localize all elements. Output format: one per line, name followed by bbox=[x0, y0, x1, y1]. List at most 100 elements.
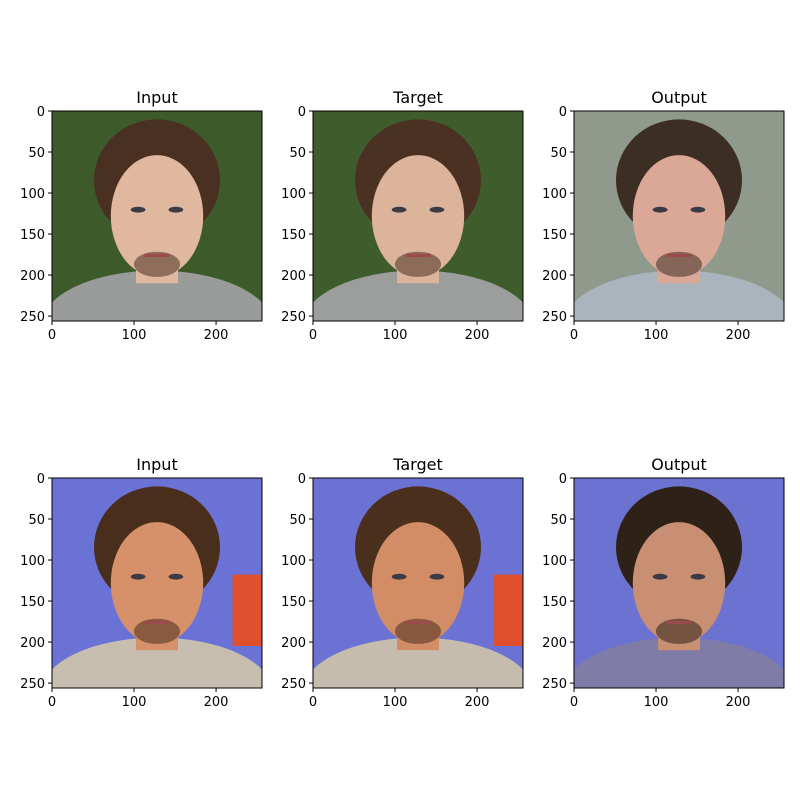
right-eye-shape bbox=[168, 206, 184, 213]
y-tick-label: 250 bbox=[542, 677, 567, 692]
beard-shape bbox=[655, 618, 703, 644]
y-tick-label: 200 bbox=[20, 636, 45, 651]
x-tick-label: 0 bbox=[48, 328, 56, 343]
y-tick-label: 150 bbox=[281, 228, 306, 243]
y-tick-label: 150 bbox=[542, 595, 567, 610]
x-tick-label: 0 bbox=[309, 695, 317, 710]
panel-3: Output 0 100 200 0 50 100 150 200 250 bbox=[542, 88, 785, 343]
y-tick-label: 200 bbox=[281, 636, 306, 651]
panel-grid: Input 0 100 200 0 50 100 150 200 250 Target 0 100 200… bbox=[20, 88, 785, 710]
mouth-shape bbox=[666, 253, 692, 257]
left-eye-shape bbox=[391, 206, 407, 213]
right-eye-shape bbox=[690, 573, 706, 580]
mouth-shape bbox=[405, 620, 431, 624]
portrait-image bbox=[574, 478, 784, 688]
y-tick-label: 150 bbox=[281, 595, 306, 610]
y-tick-label: 150 bbox=[20, 228, 45, 243]
axes-frame bbox=[573, 477, 785, 689]
portrait-image bbox=[52, 111, 262, 321]
axes-frame bbox=[51, 477, 263, 689]
right-eye-shape bbox=[429, 573, 445, 580]
y-tick-label: 150 bbox=[542, 228, 567, 243]
x-tick-label: 0 bbox=[309, 328, 317, 343]
y-tick-label: 50 bbox=[28, 513, 45, 528]
y-tick-label: 100 bbox=[542, 554, 567, 569]
y-tick-label: 100 bbox=[20, 554, 45, 569]
axes-frame bbox=[573, 110, 785, 322]
face-shape bbox=[632, 522, 726, 644]
beard-shape bbox=[394, 618, 442, 644]
right-eye-shape bbox=[690, 206, 706, 213]
y-tick-label: 100 bbox=[20, 187, 45, 202]
left-eye-shape bbox=[652, 573, 668, 580]
y-tick-label: 100 bbox=[542, 187, 567, 202]
x-tick-label: 100 bbox=[644, 695, 669, 710]
red-backdrop-patch bbox=[232, 574, 262, 646]
beard-shape bbox=[394, 251, 442, 277]
y-tick-label: 200 bbox=[20, 269, 45, 284]
y-tick-label: 0 bbox=[298, 472, 306, 487]
shirt-shape bbox=[574, 270, 784, 321]
y-tick-label: 250 bbox=[542, 310, 567, 325]
y-tick-label: 0 bbox=[37, 472, 45, 487]
y-tick-label: 50 bbox=[289, 146, 306, 161]
left-eye-shape bbox=[130, 206, 146, 213]
shirt-shape bbox=[52, 637, 262, 688]
portrait-image bbox=[313, 478, 523, 688]
face-shape bbox=[371, 155, 465, 277]
x-tick-label: 200 bbox=[465, 328, 490, 343]
axes-frame bbox=[312, 477, 524, 689]
y-tick-label: 50 bbox=[550, 146, 567, 161]
panel-title: Input bbox=[136, 88, 177, 107]
beard-shape bbox=[133, 618, 181, 644]
y-tick-label: 250 bbox=[20, 677, 45, 692]
x-tick-label: 0 bbox=[570, 328, 578, 343]
panel-title: Target bbox=[392, 455, 443, 474]
x-tick-label: 100 bbox=[644, 328, 669, 343]
mouth-shape bbox=[144, 253, 170, 257]
panel-4: Input 0 100 200 0 50 100 150 200 250 bbox=[20, 455, 263, 710]
x-tick-label: 100 bbox=[383, 695, 408, 710]
x-tick-label: 0 bbox=[570, 695, 578, 710]
shirt-shape bbox=[52, 270, 262, 321]
y-tick-label: 250 bbox=[281, 677, 306, 692]
left-eye-shape bbox=[130, 573, 146, 580]
y-tick-label: 0 bbox=[37, 105, 45, 120]
axes-frame bbox=[51, 110, 263, 322]
axes-frame bbox=[312, 110, 524, 322]
panel-6: Output 0 100 200 0 50 100 150 200 250 bbox=[542, 455, 785, 710]
right-eye-shape bbox=[168, 573, 184, 580]
y-tick-label: 100 bbox=[281, 187, 306, 202]
face-shape bbox=[371, 522, 465, 644]
beard-shape bbox=[133, 251, 181, 277]
y-tick-label: 200 bbox=[281, 269, 306, 284]
y-tick-label: 250 bbox=[281, 310, 306, 325]
x-tick-label: 200 bbox=[204, 328, 229, 343]
face-shape bbox=[110, 522, 204, 644]
y-tick-label: 200 bbox=[542, 269, 567, 284]
left-eye-shape bbox=[391, 573, 407, 580]
y-tick-label: 150 bbox=[20, 595, 45, 610]
y-tick-label: 0 bbox=[559, 472, 567, 487]
portrait-image bbox=[52, 478, 262, 688]
y-tick-label: 0 bbox=[559, 105, 567, 120]
panel-2: Target 0 100 200 0 50 100 150 200 250 bbox=[281, 88, 524, 343]
y-tick-label: 50 bbox=[28, 146, 45, 161]
y-tick-label: 0 bbox=[298, 105, 306, 120]
left-eye-shape bbox=[652, 206, 668, 213]
panel-title: Input bbox=[136, 455, 177, 474]
x-tick-label: 200 bbox=[465, 695, 490, 710]
panel-1: Input 0 100 200 0 50 100 150 200 250 bbox=[20, 88, 263, 343]
x-tick-label: 0 bbox=[48, 695, 56, 710]
x-tick-label: 100 bbox=[122, 328, 147, 343]
mouth-shape bbox=[666, 620, 692, 624]
x-tick-label: 100 bbox=[122, 695, 147, 710]
shirt-shape bbox=[313, 270, 523, 321]
panel-title: Output bbox=[651, 455, 707, 474]
y-tick-label: 100 bbox=[281, 554, 306, 569]
y-tick-label: 200 bbox=[542, 636, 567, 651]
portrait-image bbox=[574, 111, 784, 321]
x-tick-label: 200 bbox=[726, 695, 751, 710]
y-tick-label: 50 bbox=[289, 513, 306, 528]
